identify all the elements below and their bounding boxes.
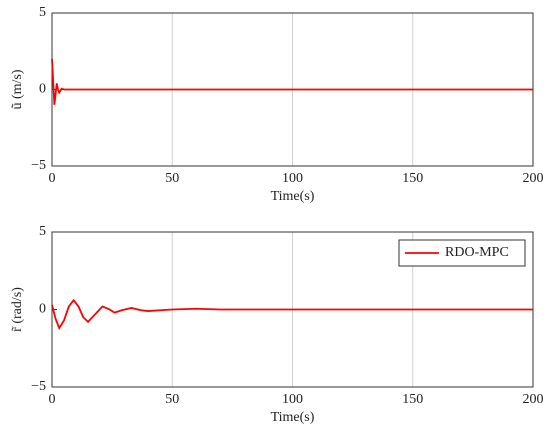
x-tick-label: 150 xyxy=(402,392,423,407)
legend-label: RDO-MPC xyxy=(445,245,509,260)
y-tick-label: −5 xyxy=(31,158,46,173)
y-axis-label: r̃ (rad/s) xyxy=(10,287,25,332)
data-line xyxy=(51,58,533,105)
x-axis-label: Time(s) xyxy=(271,189,315,204)
x-tick-label: 200 xyxy=(523,171,544,186)
x-tick-label: 50 xyxy=(165,171,179,186)
x-axis-label: Time(s) xyxy=(271,410,315,425)
x-tick-label: 150 xyxy=(402,171,423,186)
x-tick-label: 0 xyxy=(49,171,56,186)
x-tick-label: 0 xyxy=(49,392,56,407)
y-tick-label: 0 xyxy=(39,82,46,97)
y-axis-label: ũ (m/s) xyxy=(10,69,25,109)
x-tick-label: 100 xyxy=(282,171,303,186)
x-tick-label: 50 xyxy=(165,392,179,407)
y-tick-label: 5 xyxy=(39,5,46,20)
y-tick-label: −5 xyxy=(31,379,46,394)
data-line xyxy=(51,298,533,331)
x-tick-label: 200 xyxy=(523,392,544,407)
x-tick-label: 100 xyxy=(282,392,303,407)
y-tick-label: 5 xyxy=(39,224,46,239)
y-tick-label: 0 xyxy=(39,302,46,317)
